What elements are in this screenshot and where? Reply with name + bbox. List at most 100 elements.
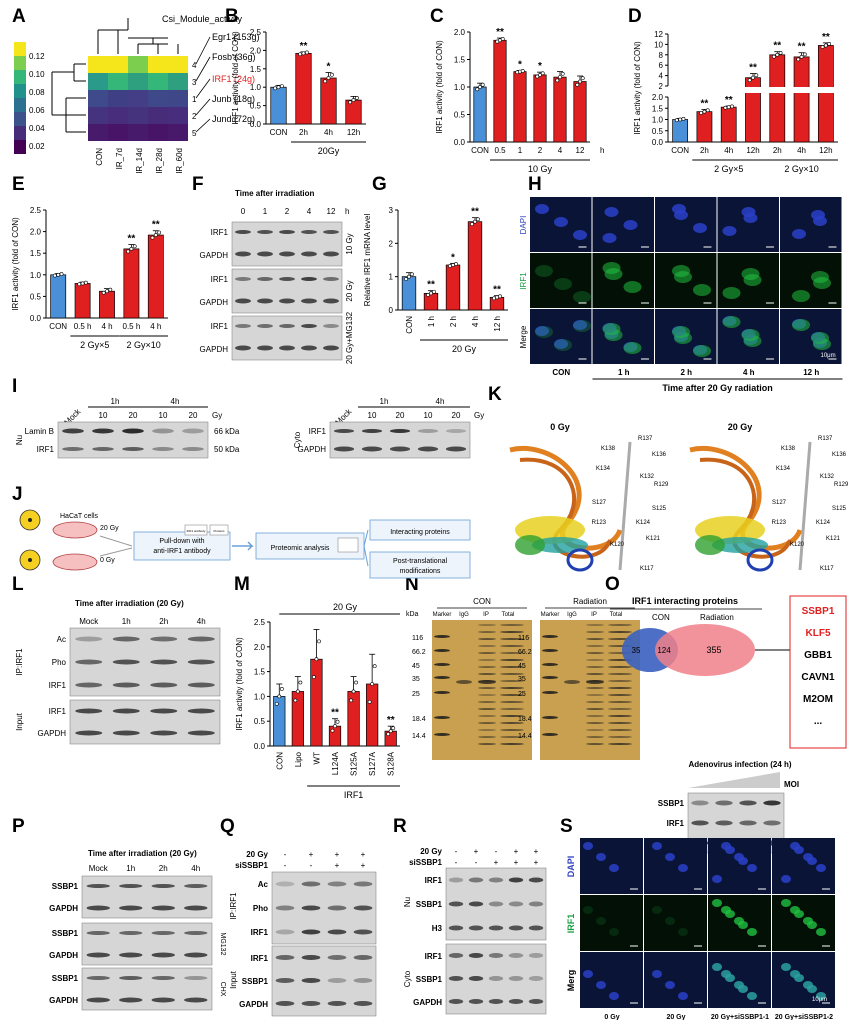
y-tick-label: 2 — [389, 239, 394, 248]
condition-label: 20 Gy — [246, 850, 268, 859]
blot-band — [608, 729, 632, 731]
nucleus — [816, 992, 826, 1000]
significance-mark: ** — [471, 207, 479, 218]
y-axis-label: IRF1 activity (fold of CON) — [231, 31, 240, 125]
condition-value: + — [335, 850, 340, 859]
lane-label: 4h — [191, 864, 200, 873]
significance-mark: ** — [128, 234, 136, 245]
data-point — [674, 118, 679, 123]
protein-label: IRF1 — [667, 819, 685, 828]
fraction-label: Nu — [403, 897, 412, 907]
kda-marker-label: 45 — [412, 663, 420, 670]
protein-label: SSBP1 — [242, 977, 269, 986]
micrograph-tile — [592, 253, 654, 308]
blot-band — [500, 743, 524, 745]
nucleus — [596, 853, 606, 861]
lane-label: Marker — [541, 612, 560, 618]
step-text: Pull-down with — [159, 538, 204, 545]
data-point — [126, 249, 130, 254]
blot-band — [86, 976, 110, 980]
arrow — [363, 545, 369, 567]
blot-band — [151, 884, 175, 888]
blot-band — [112, 659, 140, 665]
irf1-stain — [573, 291, 591, 303]
blot-band — [586, 673, 604, 675]
condition-value: - — [455, 858, 458, 867]
blot-title: Time after irradiation (20 Gy) — [75, 599, 184, 608]
residue-label: S125 — [652, 506, 667, 512]
heatmap-col-label: CON — [95, 148, 104, 166]
nucleus — [535, 204, 549, 214]
blot-band — [152, 447, 174, 451]
data-point — [772, 54, 776, 59]
residue-label: S125 — [832, 506, 847, 512]
condition-value: + — [361, 861, 366, 870]
data-point — [367, 699, 372, 704]
data-point — [454, 262, 458, 266]
blot-band — [608, 680, 632, 682]
gene-pointer — [195, 78, 211, 99]
y-tick-label: 0 — [389, 306, 394, 315]
heatmap-cell — [148, 90, 168, 107]
lane-label: 2h — [159, 617, 168, 626]
blot-band — [187, 682, 215, 688]
data-point — [386, 732, 391, 736]
data-point — [498, 294, 502, 299]
fraction-label: Cyto — [293, 431, 302, 448]
nucleus — [573, 320, 587, 330]
data-point — [560, 71, 565, 76]
data-point — [726, 105, 731, 110]
blot-band — [608, 743, 632, 745]
heatmap-cell — [128, 73, 148, 90]
blot-strip — [231, 221, 343, 267]
protein-name: SSBP1 — [802, 606, 835, 617]
panel-s-microscopy: DAPI IRF1 Merg 10μm 0 Gy 20 Gy 20 Gy+siSSBP1-1… — [566, 838, 835, 1020]
blot-band — [327, 978, 347, 983]
data-point — [751, 75, 755, 80]
blot-band — [528, 901, 544, 907]
protein-label: SSBP1 — [52, 929, 79, 938]
data-point — [775, 52, 780, 57]
group-label: IRF1 — [344, 790, 364, 800]
lane-label: 4 — [307, 207, 312, 216]
blot-band — [62, 428, 84, 434]
nucleus — [652, 842, 662, 850]
protein-label: Ac — [57, 635, 66, 644]
data-point — [796, 57, 801, 62]
data-point — [330, 728, 335, 733]
nucleus — [794, 846, 804, 854]
lane-label: 1h — [126, 864, 135, 873]
irf1-stain — [596, 917, 606, 925]
protein-label: Pho — [52, 658, 67, 667]
data-point — [580, 76, 585, 81]
irf1-stain — [738, 921, 748, 929]
protein-label: IRF1 — [49, 681, 67, 690]
micrograph-tile — [717, 197, 779, 252]
blot-band — [586, 638, 604, 640]
nucleus — [807, 985, 817, 993]
y-tick-label: 1.5 — [30, 249, 42, 258]
blot-band — [86, 952, 110, 958]
lane-label: IgG — [567, 612, 577, 618]
category-label: CON — [671, 146, 689, 155]
colorbar-segment — [14, 56, 26, 70]
blot-band — [187, 636, 215, 642]
data-point — [311, 675, 316, 679]
heatmap-cell — [168, 124, 188, 141]
bar — [328, 725, 342, 747]
bar — [573, 81, 587, 143]
blot-band — [500, 652, 524, 654]
lane-label: IgG — [459, 612, 469, 618]
y-tick-label: 1.0 — [30, 271, 42, 280]
protein-label: IRF1 — [251, 954, 269, 963]
protein-label: Lamin B — [25, 427, 54, 436]
residue-label: K134 — [776, 466, 791, 472]
y-tick-label: 12 — [654, 30, 663, 39]
blot-band — [301, 881, 321, 887]
step-text: Interacting proteins — [390, 529, 450, 536]
blot-band — [586, 659, 604, 661]
blot-band — [86, 905, 110, 911]
inset-text: IRF1 antibody — [187, 529, 206, 533]
blot-band — [75, 708, 103, 714]
data-point — [349, 698, 353, 703]
